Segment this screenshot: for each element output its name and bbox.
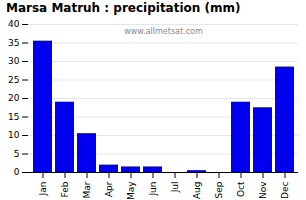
- svg-text:Feb: Feb: [60, 181, 70, 197]
- html-text:Marsa Matruh : precipitation (: Marsa Matruh : precipitation (mm): [6, 1, 241, 15]
- svg-text:Jan: Jan: [38, 182, 48, 197]
- svg-text:0: 0: [14, 167, 20, 177]
- svg-text:5: 5: [14, 149, 20, 159]
- svg-text:Sep: Sep: [214, 181, 224, 198]
- svg-text:May: May: [126, 181, 136, 200]
- svg-text:Aug: Aug: [192, 182, 202, 200]
- svg-text:Apr: Apr: [104, 181, 114, 197]
- svg-text:Nov: Nov: [258, 181, 268, 199]
- svg-text:20: 20: [8, 93, 20, 103]
- svg-text:30: 30: [8, 56, 20, 66]
- svg-text:Jun: Jun: [148, 182, 158, 197]
- svg-text:10: 10: [8, 130, 20, 140]
- svg-text:15: 15: [8, 112, 19, 122]
- svg-text:www.allmetsat.com: www.allmetsat.com: [124, 27, 203, 36]
- svg-text:40: 40: [8, 19, 20, 29]
- svg-text:Mar: Mar: [82, 181, 92, 198]
- svg-text:Jul: Jul: [170, 182, 180, 194]
- svg-text:Dec: Dec: [280, 181, 290, 198]
- svg-text:25: 25: [8, 75, 19, 85]
- svg-text:35: 35: [8, 38, 19, 48]
- svg-text:Oct: Oct: [236, 181, 246, 197]
